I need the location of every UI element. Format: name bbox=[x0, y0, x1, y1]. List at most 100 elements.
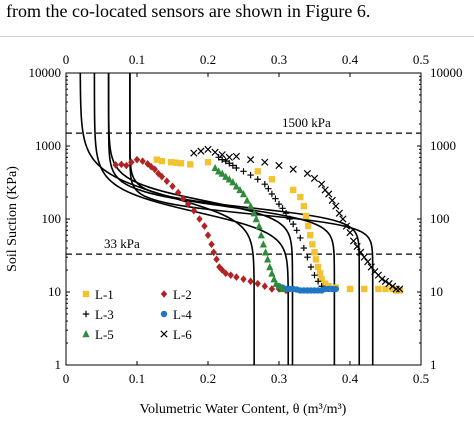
data-point bbox=[158, 172, 166, 181]
data-point bbox=[229, 162, 237, 169]
data-point bbox=[367, 263, 375, 271]
legend-label: L-3 bbox=[95, 307, 114, 322]
data-point bbox=[375, 285, 382, 293]
legend-marker bbox=[160, 290, 168, 298]
data-point bbox=[268, 269, 276, 277]
data-point bbox=[218, 151, 226, 159]
data-point bbox=[158, 157, 166, 165]
data-point bbox=[226, 160, 233, 167]
x-tick-label-top: 0.5 bbox=[413, 52, 429, 67]
legend: L-1 L-2 L-3 L-4 L-5 L-6 bbox=[82, 287, 192, 342]
x-tick-label-bottom: 0.1 bbox=[129, 371, 145, 386]
data-point bbox=[123, 161, 130, 170]
x-tick-label-top: 0.1 bbox=[129, 52, 145, 67]
data-point bbox=[169, 182, 176, 191]
data-point bbox=[215, 167, 223, 175]
fitted-curves bbox=[79, 73, 374, 365]
data-point bbox=[219, 156, 226, 163]
data-point bbox=[190, 206, 197, 215]
data-point bbox=[381, 277, 390, 285]
data-point bbox=[184, 200, 192, 208]
data-point bbox=[304, 222, 312, 230]
data-point bbox=[112, 161, 119, 169]
data-point bbox=[300, 202, 308, 210]
data-point bbox=[264, 255, 272, 263]
data-point bbox=[261, 158, 269, 166]
x-tick-label-top: 0.4 bbox=[342, 52, 359, 67]
data-point bbox=[339, 215, 347, 223]
data-point bbox=[325, 190, 333, 198]
data-point bbox=[307, 263, 315, 271]
reference-lines: 1500 kPa 33 kPa bbox=[66, 115, 421, 255]
data-points bbox=[112, 145, 404, 295]
data-point bbox=[293, 227, 300, 234]
data-point bbox=[252, 215, 260, 223]
reference-line-label: 1500 kPa bbox=[282, 115, 331, 130]
data-point bbox=[385, 280, 393, 288]
data-point bbox=[133, 155, 141, 164]
legend-marker bbox=[160, 330, 168, 338]
data-point bbox=[204, 145, 212, 153]
y-tick-label-right: 1 bbox=[430, 357, 437, 372]
series-l-5 bbox=[211, 163, 287, 293]
caption-text: from the co-located sensors are shown in… bbox=[6, 1, 371, 21]
legend-label: L-5 bbox=[95, 327, 114, 342]
data-point bbox=[190, 149, 198, 157]
data-point bbox=[357, 248, 365, 256]
y-tick-label-left: 10 bbox=[48, 284, 61, 299]
data-point bbox=[279, 205, 286, 212]
data-point bbox=[236, 185, 244, 194]
x-tick-label-bottom: 0.4 bbox=[342, 371, 359, 386]
data-point bbox=[328, 196, 336, 204]
data-point bbox=[275, 282, 283, 290]
data-point bbox=[218, 169, 226, 177]
data-point bbox=[302, 212, 310, 220]
x-tick-label-bottom: 0.3 bbox=[271, 371, 287, 386]
data-point bbox=[222, 157, 229, 165]
data-point bbox=[254, 168, 261, 175]
data-point bbox=[282, 210, 290, 217]
data-point bbox=[222, 172, 230, 180]
data-point bbox=[389, 285, 396, 293]
data-point bbox=[286, 215, 293, 223]
section-divider bbox=[0, 36, 474, 37]
data-point bbox=[396, 285, 404, 293]
data-point bbox=[247, 171, 254, 179]
y-tick-label-left: 100 bbox=[42, 211, 62, 226]
data-point bbox=[240, 168, 247, 175]
data-point bbox=[261, 180, 268, 188]
reference-line-label: 33 kPa bbox=[104, 236, 140, 251]
data-point bbox=[210, 248, 217, 257]
data-point bbox=[250, 209, 258, 217]
data-point bbox=[268, 176, 276, 183]
x-tick-label-top: 0.2 bbox=[200, 52, 216, 67]
data-point bbox=[310, 174, 319, 183]
x-tick-label-bottom: 0.2 bbox=[200, 371, 216, 386]
fitted-curve bbox=[129, 73, 374, 365]
y-tick-label-left: 1 bbox=[55, 357, 62, 372]
data-point bbox=[364, 258, 372, 266]
y-tick-label-right: 10000 bbox=[430, 65, 463, 80]
legend-label: L-6 bbox=[173, 327, 192, 342]
data-point bbox=[211, 148, 219, 156]
data-point bbox=[349, 237, 358, 245]
data-point bbox=[213, 255, 220, 264]
data-point bbox=[272, 195, 279, 202]
data-point bbox=[297, 234, 304, 242]
data-point bbox=[118, 160, 125, 169]
series-l-3 bbox=[215, 154, 329, 293]
data-point bbox=[196, 215, 203, 223]
data-point bbox=[229, 178, 237, 186]
data-point bbox=[139, 157, 146, 165]
data-point bbox=[225, 175, 233, 183]
data-point bbox=[361, 285, 368, 293]
data-point bbox=[321, 280, 329, 287]
plot-frame bbox=[65, 72, 422, 366]
data-point bbox=[254, 176, 261, 183]
data-point bbox=[239, 190, 248, 198]
x-tick-label-bottom: 0 bbox=[63, 371, 70, 386]
data-point bbox=[204, 231, 212, 239]
data-point bbox=[266, 263, 274, 271]
data-point bbox=[311, 271, 318, 279]
data-point bbox=[201, 222, 208, 230]
